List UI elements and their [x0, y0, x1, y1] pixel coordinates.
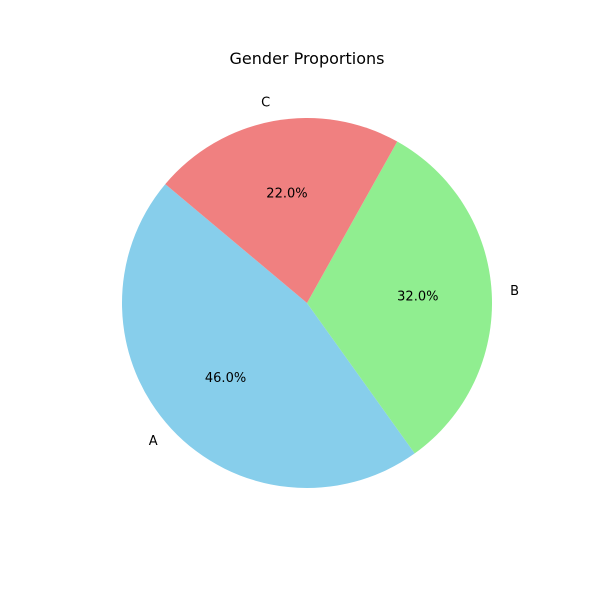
pie-slice-c [165, 118, 398, 304]
percentage-label-a: 46.0% [205, 371, 246, 386]
category-label-b: B [510, 284, 519, 299]
pie-labels: A 46.0% B 32.0% C 22.0% [149, 95, 519, 448]
chart-title: Gender Proportions [230, 49, 385, 68]
category-label-c: C [261, 95, 270, 110]
percentage-label-b: 32.0% [397, 289, 438, 304]
category-label-a: A [149, 434, 158, 449]
percentage-label-c: 22.0% [266, 186, 307, 201]
pie-slice-a [122, 184, 415, 488]
pie-slice-b [307, 141, 492, 454]
pie-slices [122, 118, 492, 488]
